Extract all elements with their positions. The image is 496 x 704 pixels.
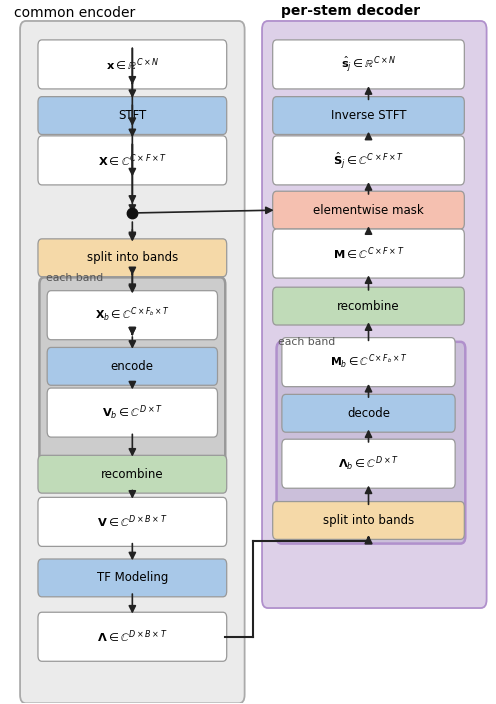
- Text: split into bands: split into bands: [87, 251, 178, 264]
- FancyBboxPatch shape: [38, 239, 227, 277]
- Text: common encoder: common encoder: [13, 6, 135, 20]
- Text: $\hat{\mathbf{s}}_j \in \mathbb{R}^{C\times N}$: $\hat{\mathbf{s}}_j \in \mathbb{R}^{C\ti…: [341, 54, 396, 75]
- Text: per-stem decoder: per-stem decoder: [281, 4, 420, 18]
- FancyBboxPatch shape: [38, 96, 227, 134]
- FancyBboxPatch shape: [273, 287, 464, 325]
- Text: $\mathbf{M}_b \in \mathbb{C}^{C\times F_b\times T}$: $\mathbf{M}_b \in \mathbb{C}^{C\times F_…: [330, 353, 407, 371]
- FancyBboxPatch shape: [282, 394, 455, 432]
- Text: STFT: STFT: [118, 109, 146, 122]
- FancyBboxPatch shape: [47, 348, 218, 385]
- FancyBboxPatch shape: [262, 21, 487, 608]
- Text: each band: each band: [46, 273, 104, 283]
- Text: $\mathbf{M} \in \mathbb{C}^{C\times F\times T}$: $\mathbf{M} \in \mathbb{C}^{C\times F\ti…: [333, 245, 404, 262]
- Text: split into bands: split into bands: [323, 514, 414, 527]
- Text: TF Modeling: TF Modeling: [97, 572, 168, 584]
- FancyBboxPatch shape: [47, 291, 218, 340]
- FancyBboxPatch shape: [273, 136, 464, 185]
- Text: $\mathbf{V}_b \in \mathbb{C}^{D\times T}$: $\mathbf{V}_b \in \mathbb{C}^{D\times T}…: [102, 403, 163, 422]
- Text: $\hat{\mathbf{S}}_j \in \mathbb{C}^{C\times F\times T}$: $\hat{\mathbf{S}}_j \in \mathbb{C}^{C\ti…: [333, 150, 404, 171]
- FancyBboxPatch shape: [38, 612, 227, 661]
- FancyBboxPatch shape: [273, 191, 464, 229]
- FancyBboxPatch shape: [38, 40, 227, 89]
- Text: encode: encode: [111, 360, 154, 373]
- FancyBboxPatch shape: [38, 497, 227, 546]
- FancyBboxPatch shape: [282, 338, 455, 386]
- Text: $\mathbf{\Lambda} \in \mathbb{C}^{D\times B\times T}$: $\mathbf{\Lambda} \in \mathbb{C}^{D\time…: [97, 629, 168, 645]
- Text: $\mathbf{V} \in \mathbb{C}^{D\times B\times T}$: $\mathbf{V} \in \mathbb{C}^{D\times B\ti…: [97, 513, 168, 530]
- FancyBboxPatch shape: [38, 136, 227, 185]
- FancyBboxPatch shape: [277, 342, 465, 543]
- Text: $\mathbf{X} \in \mathbb{C}^{C\times F\times T}$: $\mathbf{X} \in \mathbb{C}^{C\times F\ti…: [98, 152, 167, 169]
- FancyBboxPatch shape: [20, 21, 245, 703]
- Text: decode: decode: [347, 407, 390, 420]
- FancyBboxPatch shape: [38, 455, 227, 493]
- Text: recombine: recombine: [101, 467, 164, 481]
- FancyBboxPatch shape: [273, 501, 464, 539]
- FancyBboxPatch shape: [39, 277, 225, 479]
- Text: recombine: recombine: [337, 300, 400, 313]
- FancyBboxPatch shape: [273, 229, 464, 278]
- Text: $\mathbf{\Lambda}_b \in \mathbb{C}^{D\times T}$: $\mathbf{\Lambda}_b \in \mathbb{C}^{D\ti…: [338, 455, 399, 473]
- FancyBboxPatch shape: [38, 559, 227, 597]
- FancyBboxPatch shape: [273, 96, 464, 134]
- Text: elementwise mask: elementwise mask: [313, 203, 424, 217]
- Text: $\mathbf{x} \in \mathbb{R}^{C\times N}$: $\mathbf{x} \in \mathbb{R}^{C\times N}$: [106, 56, 159, 73]
- FancyBboxPatch shape: [273, 40, 464, 89]
- Text: $\mathbf{X}_b \in \mathbb{C}^{C\times F_b\times T}$: $\mathbf{X}_b \in \mathbb{C}^{C\times F_…: [95, 306, 170, 325]
- FancyBboxPatch shape: [282, 439, 455, 489]
- Text: each band: each band: [278, 337, 336, 348]
- FancyBboxPatch shape: [47, 388, 218, 437]
- Text: Inverse STFT: Inverse STFT: [331, 109, 406, 122]
